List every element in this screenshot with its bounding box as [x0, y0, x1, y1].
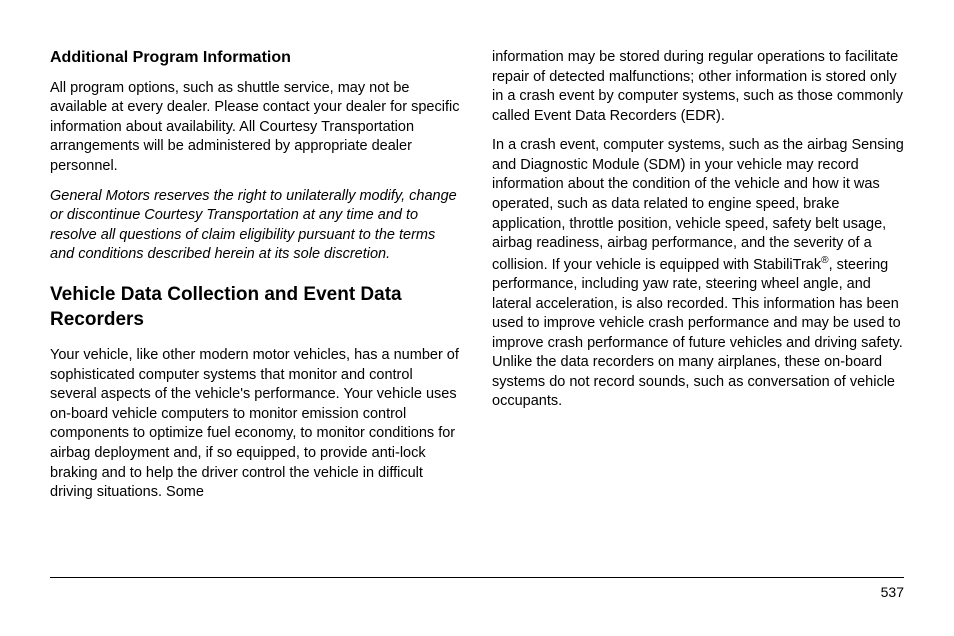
paragraph-edr-info: information may be stored during regular…: [492, 48, 904, 126]
paragraph-vehicle-intro: Your vehicle, like other modern motor ve…: [50, 346, 462, 503]
left-column: Additional Program Information All progr…: [50, 48, 462, 558]
page-content: Additional Program Information All progr…: [50, 48, 904, 558]
registered-symbol: ®: [821, 255, 828, 266]
crash-event-text-2: , steering performance, including yaw ra…: [492, 256, 903, 409]
heading-vehicle-data: Vehicle Data Collection and Event Data R…: [50, 283, 462, 332]
paragraph-gm-disclaimer: General Motors reserves the right to uni…: [50, 187, 462, 265]
page-number: 537: [881, 584, 904, 600]
right-column: information may be stored during regular…: [492, 48, 904, 558]
paragraph-program-options: All program options, such as shuttle ser…: [50, 79, 462, 177]
crash-event-text-1: In a crash event, computer systems, such…: [492, 137, 904, 272]
paragraph-crash-event: In a crash event, computer systems, such…: [492, 136, 904, 412]
page-footer: 537: [50, 577, 904, 602]
subheading-additional-program: Additional Program Information: [50, 48, 462, 69]
